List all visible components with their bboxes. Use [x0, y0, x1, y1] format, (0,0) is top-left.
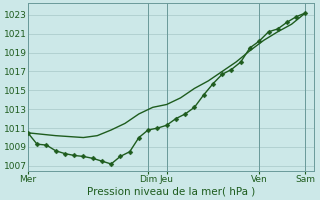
X-axis label: Pression niveau de la mer( hPa ): Pression niveau de la mer( hPa ) [87, 187, 255, 197]
